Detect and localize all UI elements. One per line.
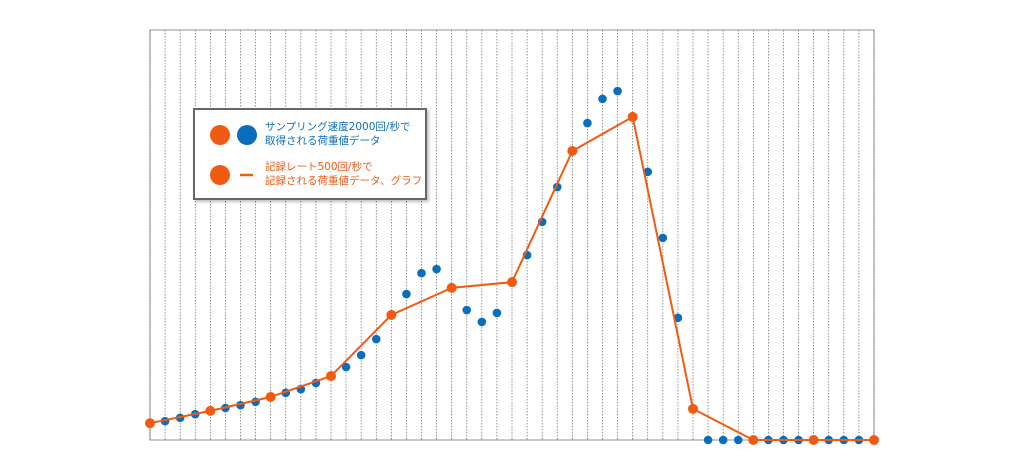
data-point bbox=[583, 118, 592, 128]
data-point bbox=[265, 391, 276, 402]
data-point bbox=[567, 145, 578, 156]
data-point bbox=[371, 334, 381, 344]
data-point bbox=[205, 405, 216, 416]
data-point bbox=[748, 435, 759, 445]
data-point bbox=[869, 435, 879, 445]
data-point bbox=[673, 313, 683, 323]
legend-dot bbox=[210, 165, 230, 185]
data-point bbox=[598, 94, 607, 104]
data-point bbox=[688, 403, 698, 414]
legend-swatch bbox=[210, 165, 253, 185]
data-point bbox=[356, 350, 366, 360]
data-point bbox=[462, 305, 472, 315]
data-point bbox=[703, 435, 713, 445]
data-point bbox=[733, 435, 743, 445]
legend-label: 記録レート500回/秒で 記録される荷重値データ、グラフ bbox=[265, 161, 423, 187]
data-point bbox=[643, 167, 653, 177]
data-point bbox=[718, 435, 728, 445]
data-point bbox=[432, 264, 441, 274]
data-point bbox=[446, 282, 457, 293]
data-point bbox=[492, 308, 502, 318]
legend-row: 記録レート500回/秒で 記録される荷重値データ、グラフ bbox=[195, 156, 425, 192]
legend-dot bbox=[210, 125, 230, 145]
data-point bbox=[341, 362, 351, 372]
data-point bbox=[402, 289, 411, 299]
data-point bbox=[507, 277, 517, 288]
legend-swatch bbox=[210, 125, 257, 145]
data-point bbox=[386, 309, 397, 320]
data-point bbox=[145, 418, 155, 429]
legend-row: サンプリング速度2000回/秒で 取得される荷重値データ bbox=[195, 116, 425, 152]
data-point bbox=[627, 111, 638, 122]
legend: サンプリング速度2000回/秒で 取得される荷重値データ 記録レート500回/秒… bbox=[193, 108, 427, 200]
data-point bbox=[477, 317, 487, 327]
data-point bbox=[417, 268, 426, 278]
legend-dot bbox=[237, 125, 257, 145]
data-point bbox=[658, 233, 668, 243]
legend-label: サンプリング速度2000回/秒で 取得される荷重値データ bbox=[265, 121, 411, 147]
data-point bbox=[326, 371, 336, 382]
data-point bbox=[808, 435, 819, 445]
data-point bbox=[613, 86, 622, 96]
